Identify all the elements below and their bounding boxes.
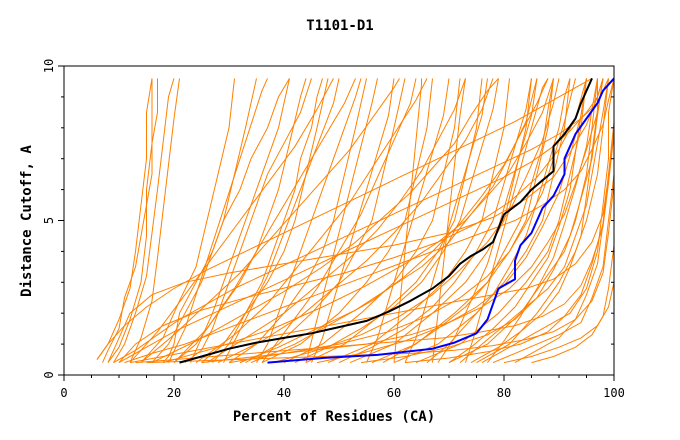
x-tick-label: 80	[497, 386, 511, 400]
background-model-line	[531, 78, 615, 364]
background-model-line	[129, 78, 334, 363]
background-model-line	[140, 78, 400, 363]
background-model-line	[146, 78, 615, 364]
background-model-line	[223, 78, 340, 363]
background-model-line	[470, 78, 598, 364]
background-model-line	[107, 78, 604, 363]
background-model-line	[228, 78, 367, 364]
background-model-line	[514, 78, 615, 364]
background-model-line	[338, 78, 532, 364]
x-tick-label: 60	[387, 386, 401, 400]
background-model-line	[151, 78, 499, 364]
y-tick-label: 0	[42, 371, 56, 378]
x-tick-label: 20	[167, 386, 181, 400]
y-tick-label: 5	[42, 217, 56, 224]
blue-series-line	[267, 77, 615, 364]
highlighted-series	[179, 77, 615, 364]
background-model-line	[96, 78, 153, 360]
background-model-line	[96, 77, 593, 360]
x-tick-label: 0	[60, 386, 67, 400]
background-model-line	[151, 78, 257, 363]
black-series-line	[179, 77, 593, 364]
background-model-line	[481, 78, 615, 364]
background-model-line	[432, 78, 466, 363]
chart-title: T1101-D1	[306, 18, 373, 34]
background-model-line	[201, 78, 329, 363]
y-tick-label: 10	[42, 59, 56, 73]
background-model-line	[217, 78, 494, 364]
background-model-line	[168, 78, 268, 363]
background-model-line	[190, 78, 290, 363]
background-model-line	[173, 78, 356, 363]
background-model-line	[448, 78, 598, 364]
background-model-line	[118, 78, 587, 363]
background-model-line	[294, 78, 499, 364]
x-tick-label: 100	[603, 386, 625, 400]
background-model-line	[465, 78, 549, 363]
y-axis: 0 5 10	[42, 59, 614, 379]
background-model-line	[129, 78, 615, 364]
background-model-line	[256, 78, 362, 363]
background-model-line	[261, 78, 417, 363]
background-model-line	[162, 78, 290, 363]
background-model-line	[129, 78, 180, 363]
background-model-line	[393, 78, 571, 364]
background-model-line	[107, 78, 153, 363]
background-model-line	[487, 78, 598, 363]
background-model-line	[113, 78, 175, 363]
background-model-line	[305, 78, 378, 363]
background-model-line	[404, 78, 488, 363]
x-axis-label: Percent of Residues (CA)	[233, 409, 435, 425]
background-model-line	[206, 78, 466, 364]
background-model-line	[503, 78, 615, 364]
y-axis-label: Distance Cutoff, A	[19, 145, 35, 297]
x-tick-label: 40	[277, 386, 291, 400]
background-model-line	[140, 78, 235, 363]
background-model-line	[272, 78, 560, 364]
background-model-line	[492, 78, 615, 364]
background-model-line	[283, 78, 461, 364]
background-model-line	[118, 78, 604, 364]
background-model-line	[327, 78, 510, 364]
background-model-line	[184, 78, 312, 364]
background-model-line	[195, 78, 428, 364]
background-model-line	[426, 78, 571, 363]
background-model-line	[349, 78, 532, 364]
background-model-line	[360, 78, 604, 364]
x-axis: 0 20 40 60 80 100	[60, 375, 625, 400]
